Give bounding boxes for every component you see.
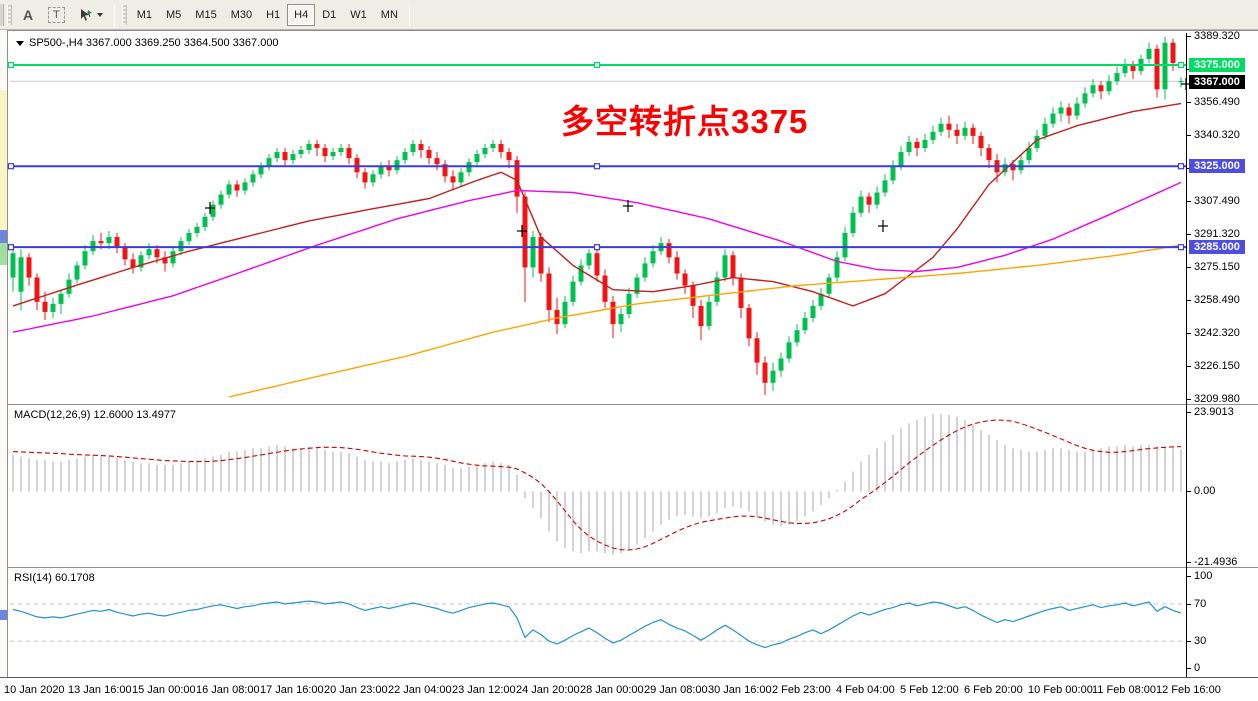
price-highlight-label: 3325.000 <box>1189 159 1245 173</box>
macd-tick-label: 23.9013 <box>1194 406 1234 418</box>
time-axis-label: 12 Feb 16:00 <box>1156 684 1221 696</box>
text-label-tool-button[interactable]: A <box>15 4 41 26</box>
timeframe-button-m1[interactable]: M1 <box>136 8 153 21</box>
macd-tick-label: -21.4936 <box>1194 556 1238 568</box>
clipped-toolbar-icon <box>0 3 4 26</box>
price-tick-label: 3258.490 <box>1194 294 1240 306</box>
text-box-tool-button[interactable]: T <box>41 4 72 26</box>
timeframe-button-m15[interactable]: M15 <box>195 8 217 21</box>
timeframe-group: M1 M5 M15 M30 H1 H4 D1 W1 MN <box>130 3 405 26</box>
pane-divider-price-macd[interactable] <box>8 404 1258 405</box>
price-tick-label-tick <box>1187 366 1191 367</box>
toolbar-drag-handle[interactable] <box>7 4 12 25</box>
background-panel-fragment-blue <box>0 230 7 243</box>
timeframe-button-w1[interactable]: W1 <box>350 8 367 21</box>
price-tick-label: 3291.320 <box>1194 228 1240 240</box>
time-axis-label: 10 Feb 00:00 <box>1028 684 1093 696</box>
rsi-indicator-label: RSI(14) 60.1708 <box>14 572 95 584</box>
price-tick-label: 3307.490 <box>1194 195 1240 207</box>
background-panel-fragment-blue-2 <box>0 610 7 620</box>
price-tick-label-tick <box>1187 36 1191 37</box>
time-axis-label: 15 Jan 00:00 <box>132 684 196 696</box>
price-tick-label-tick <box>1187 201 1191 202</box>
time-axis-label: 17 Jan 16:00 <box>260 684 324 696</box>
time-axis-label: 16 Jan 08:00 <box>196 684 260 696</box>
price-tick-label-tick <box>1187 234 1191 235</box>
price-highlight-label: 3375.000 <box>1189 58 1245 72</box>
price-tick-label-tick <box>1187 399 1191 400</box>
macd-tick-label-tick <box>1187 491 1191 492</box>
price-tick-label: 3275.150 <box>1194 261 1240 273</box>
pane-divider-macd-rsi[interactable] <box>8 567 1258 568</box>
rsi-tick-label: 0 <box>1194 662 1201 674</box>
time-axis-label: 20 Jan 23:00 <box>324 684 388 696</box>
price-tick-label: 3226.150 <box>1194 360 1240 372</box>
chart-title-text: SP500-,H4 3367.000 3369.250 3364.500 336… <box>29 37 279 49</box>
timeframe-button-m30[interactable]: M30 <box>230 8 253 21</box>
time-axis: 10 Jan 2020 13 Jan 16:00 15 Jan 00:00 16 Ja… <box>0 677 1258 701</box>
time-axis-label: 5 Feb 12:00 <box>900 684 959 696</box>
time-axis-label: 13 Jan 16:00 <box>68 684 132 696</box>
timeframe-button-d1[interactable]: D1 <box>322 8 337 21</box>
rsi-tick-label: 30 <box>1194 635 1207 647</box>
price-tick-label: 3356.490 <box>1194 96 1240 108</box>
time-axis-label: 23 Jan 12:00 <box>452 684 516 696</box>
time-axis-label: 24 Jan 20:00 <box>516 684 580 696</box>
time-axis-label: 10 Jan 2020 <box>4 684 65 696</box>
time-axis-label: 11 Feb 08:00 <box>1092 684 1157 696</box>
background-panel-fragment-yellow <box>0 90 7 230</box>
cursor-tool-button[interactable] <box>72 4 110 26</box>
rsi-tick-label-tick <box>1187 641 1191 642</box>
time-axis-label: 2 Feb 23:00 <box>772 684 831 696</box>
price-highlight-label: 3367.000 <box>1189 75 1245 89</box>
macd-tick-label-tick <box>1187 412 1191 413</box>
price-tick-label-tick <box>1187 102 1191 103</box>
price-tick-label: 3242.320 <box>1194 327 1240 339</box>
timeframe-drag-handle[interactable] <box>121 4 127 25</box>
price-tick-label: 3340.320 <box>1194 129 1240 141</box>
toolbar-separator-2 <box>408 3 410 26</box>
time-axis-label: 4 Feb 04:00 <box>836 684 895 696</box>
cursor-arrows-icon <box>79 8 93 22</box>
rsi-tick-label-tick <box>1187 668 1191 669</box>
rsi-tick-label-tick <box>1187 576 1191 577</box>
price-tick-label-tick <box>1187 135 1191 136</box>
time-axis-label: 28 Jan 00:00 <box>580 684 644 696</box>
macd-tick-label: 0.00 <box>1194 485 1216 497</box>
price-axis-line <box>1186 33 1187 677</box>
toolbar: A T M1 M5 M15 M30 H1 H4 D1 W1 MN <box>0 0 1258 30</box>
price-tick-label-tick <box>1187 300 1191 301</box>
price-tick-label: 3389.320 <box>1194 30 1240 42</box>
macd-indicator-label: MACD(12,26,9) 12.6000 13.4977 <box>14 409 177 421</box>
time-axis-label: 6 Feb 20:00 <box>964 684 1023 696</box>
rsi-tick-label: 100 <box>1194 570 1213 582</box>
time-axis-label: 29 Jan 08:00 <box>644 684 708 696</box>
rsi-tick-label-tick <box>1187 604 1191 605</box>
timeframe-button-h1[interactable]: H1 <box>266 8 281 21</box>
cursor-tool-dropdown-icon <box>96 12 103 17</box>
chart-text-annotation[interactable]: 多空转折点3375 <box>561 103 809 140</box>
chart-menu-arrow-icon[interactable] <box>16 40 24 46</box>
background-window-edge <box>0 30 8 701</box>
price-tick-label-tick <box>1187 267 1191 268</box>
timeframe-button-mn[interactable]: MN <box>380 8 398 21</box>
text-box-icon: T <box>48 6 65 23</box>
timeframe-button-h4[interactable]: H4 <box>287 3 316 26</box>
time-axis-label: 30 Jan 16:00 <box>708 684 772 696</box>
rsi-tick-label: 70 <box>1194 598 1207 610</box>
price-tick-label-tick <box>1187 333 1191 334</box>
toolbar-separator <box>113 3 115 26</box>
time-axis-label: 22 Jan 04:00 <box>388 684 452 696</box>
macd-tick-label-tick <box>1187 562 1191 563</box>
chart-title: SP500-,H4 3367.000 3369.250 3364.500 336… <box>16 37 279 49</box>
background-panel-fragment-green <box>0 243 7 265</box>
text-label-icon: A <box>22 6 34 23</box>
price-highlight-label: 3285.000 <box>1189 240 1245 254</box>
timeframe-button-m5[interactable]: M5 <box>166 8 182 21</box>
price-tick-label: 3209.980 <box>1194 393 1240 405</box>
